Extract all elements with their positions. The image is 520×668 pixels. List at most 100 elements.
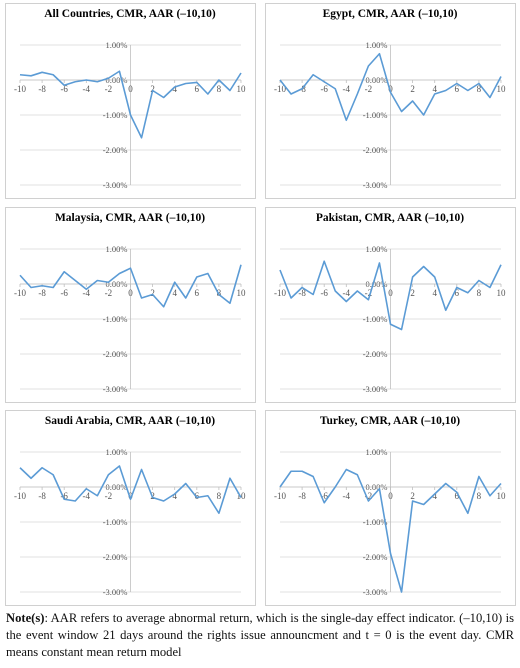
x-tick-label: -8 [298, 491, 306, 501]
x-tick-label: -8 [38, 288, 46, 298]
y-tick-label: -1.00% [363, 110, 388, 120]
chart-title: Saudi Arabia, CMR, AAR (–10,10) [45, 415, 215, 427]
x-tick-label: -2 [365, 491, 373, 501]
chart-panel: Turkey, CMR, AAR (–10,10) -3.00% -2.00% -1.… [265, 410, 516, 606]
x-tick-label: -4 [83, 288, 91, 298]
x-tick-label: 2 [410, 288, 415, 298]
x-tick-label: -2 [365, 288, 373, 298]
x-tick-label: -6 [320, 288, 328, 298]
y-tick-label: -2.00% [363, 145, 388, 155]
data-line [19, 70, 242, 139]
x-tick-label: 2 [410, 491, 415, 501]
y-tick-label: 1.00% [106, 447, 128, 457]
x-tick-label: 2 [150, 288, 155, 298]
y-tick-label: -2.00% [363, 349, 388, 359]
y-tick-label: -3.00% [363, 587, 388, 597]
y-tick-label: -1.00% [103, 517, 128, 527]
x-tick-label: 8 [217, 288, 222, 298]
y-tick-label: 1.00% [366, 244, 388, 254]
chart-title: Egypt, CMR, AAR (–10,10) [323, 8, 458, 20]
x-tick-label: -2 [105, 84, 113, 94]
data-line [279, 468, 502, 593]
chart-panel: Malaysia, CMR, AAR (–10,10) -3.00% -2.00% -… [5, 207, 256, 403]
x-tick-label: -6 [320, 84, 328, 94]
x-tick-label: 8 [477, 84, 482, 94]
x-tick-label: -6 [320, 491, 328, 501]
x-tick-label: 0 [128, 84, 133, 94]
chart-panel: Egypt, CMR, AAR (–10,10) -3.00% -2.00% -1.0… [265, 3, 516, 199]
y-tick-label: -3.00% [103, 180, 128, 190]
y-tick-label: -2.00% [103, 145, 128, 155]
x-tick-label: 2 [150, 84, 155, 94]
x-tick-label: -10 [14, 84, 26, 94]
x-tick-label: -10 [14, 288, 26, 298]
chart-title: Pakistan, CMR, AAR (–10,10) [316, 212, 464, 224]
chart-title: Malaysia, CMR, AAR (–10,10) [55, 212, 205, 224]
x-tick-label: 6 [455, 84, 460, 94]
y-tick-label: -2.00% [103, 552, 128, 562]
x-tick-label: 2 [410, 84, 415, 94]
x-tick-label: 0 [388, 288, 393, 298]
x-tick-label: -8 [298, 288, 306, 298]
x-tick-label: 4 [172, 491, 177, 501]
x-tick-label: 4 [172, 288, 177, 298]
y-tick-label: -3.00% [103, 384, 128, 394]
note-label: Note(s) [6, 611, 45, 625]
x-tick-label: -6 [60, 288, 68, 298]
x-tick-label: 4 [432, 288, 437, 298]
x-tick-label: 6 [195, 288, 200, 298]
x-tick-label: 10 [497, 84, 507, 94]
note: Note(s): AAR refers to average abnormal … [6, 610, 514, 661]
x-tick-label: -4 [83, 491, 91, 501]
x-tick-label: 0 [388, 84, 393, 94]
x-tick-label: 4 [172, 84, 177, 94]
x-tick-label: 6 [455, 491, 460, 501]
x-tick-label: -8 [38, 84, 46, 94]
x-tick-label: 0 [128, 288, 133, 298]
y-tick-label: -3.00% [363, 384, 388, 394]
x-tick-label: -2 [365, 84, 373, 94]
chart-panel: All Countries, CMR, AAR (–10,10) -3.00% -2… [5, 3, 256, 199]
y-tick-label: 1.00% [106, 40, 128, 50]
x-tick-label: -4 [343, 491, 351, 501]
x-tick-label: -2 [105, 288, 113, 298]
x-tick-label: -10 [14, 491, 26, 501]
x-tick-label: -8 [38, 491, 46, 501]
data-line [279, 260, 502, 331]
chart-panel: Pakistan, CMR, AAR (–10,10) -3.00% -2.00% -… [265, 207, 516, 403]
chart-title: All Countries, CMR, AAR (–10,10) [44, 8, 216, 20]
x-tick-label: 6 [195, 491, 200, 501]
x-tick-label: 10 [497, 288, 507, 298]
x-tick-label: 6 [455, 288, 460, 298]
data-line [19, 465, 242, 515]
y-tick-label: -2.00% [363, 552, 388, 562]
y-tick-label: -1.00% [103, 314, 128, 324]
chart-grid: All Countries, CMR, AAR (–10,10) -3.00% -2… [5, 3, 516, 606]
x-tick-label: -10 [274, 288, 286, 298]
x-tick-label: 0 [128, 491, 133, 501]
y-tick-label: -1.00% [363, 517, 388, 527]
y-tick-label: -3.00% [103, 587, 128, 597]
x-tick-label: -6 [60, 84, 68, 94]
x-tick-label: 6 [195, 84, 200, 94]
x-tick-label: 0 [388, 491, 393, 501]
x-tick-label: 8 [217, 84, 222, 94]
x-tick-label: -4 [343, 288, 351, 298]
chart-panel: Saudi Arabia, CMR, AAR (–10,10) -3.00% -2.… [5, 410, 256, 606]
x-tick-label: -10 [274, 84, 286, 94]
x-tick-label: 4 [432, 491, 437, 501]
y-tick-label: -2.00% [103, 349, 128, 359]
y-tick-label: -1.00% [103, 110, 128, 120]
x-tick-label: -10 [274, 491, 286, 501]
x-tick-label: -4 [83, 84, 91, 94]
y-tick-label: -3.00% [363, 180, 388, 190]
x-tick-label: 4 [432, 84, 437, 94]
y-tick-label: -1.00% [363, 314, 388, 324]
note-text: : AAR refers to average abnormal return,… [6, 611, 514, 659]
x-tick-label: -6 [60, 491, 68, 501]
x-tick-label: 10 [237, 491, 247, 501]
x-tick-label: 10 [497, 491, 507, 501]
chart-title: Turkey, CMR, AAR (–10,10) [320, 415, 460, 427]
x-tick-label: 10 [237, 288, 247, 298]
